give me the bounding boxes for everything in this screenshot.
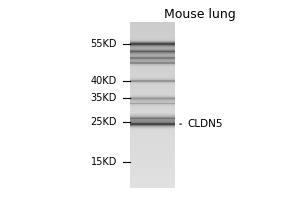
- Text: CLDN5: CLDN5: [180, 119, 223, 129]
- Text: 35KD: 35KD: [91, 93, 117, 103]
- Text: 55KD: 55KD: [91, 39, 117, 49]
- Text: 25KD: 25KD: [91, 117, 117, 127]
- Text: Mouse lung: Mouse lung: [164, 8, 236, 21]
- Text: 40KD: 40KD: [91, 76, 117, 86]
- Text: 15KD: 15KD: [91, 157, 117, 167]
